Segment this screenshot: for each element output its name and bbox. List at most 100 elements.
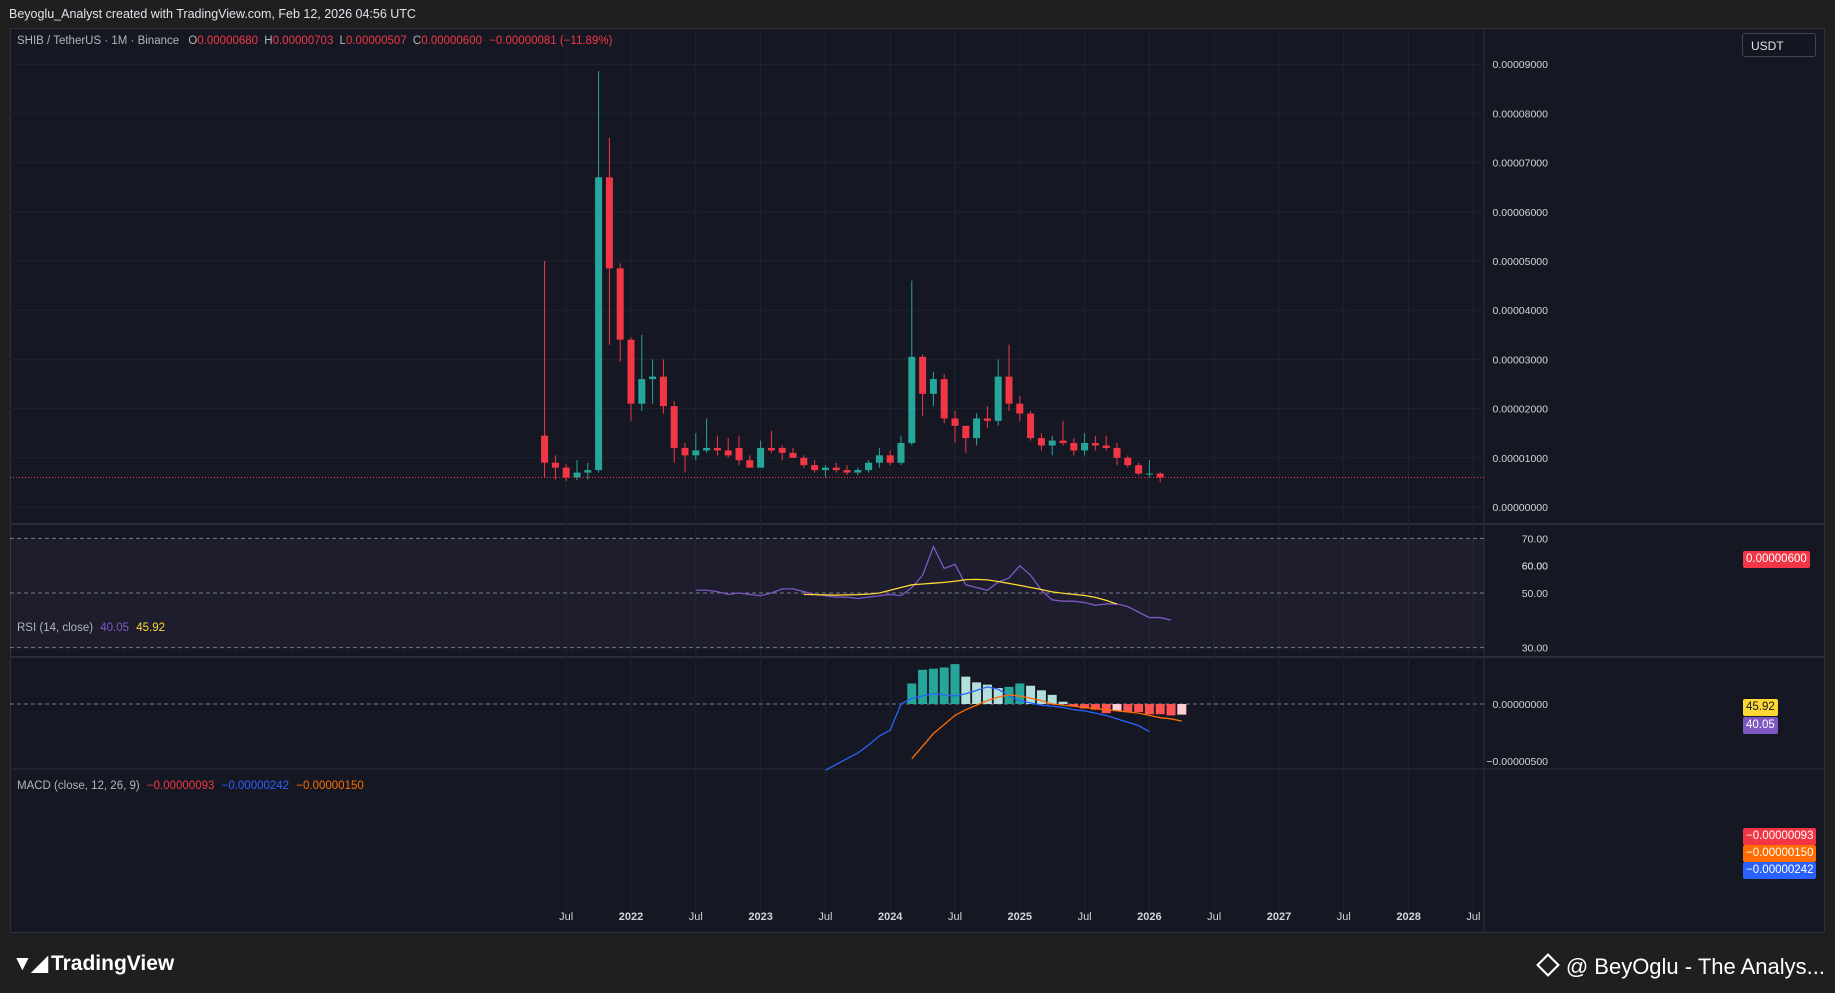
macd-histogram-bar — [1101, 704, 1111, 714]
candle-body — [724, 450, 732, 456]
price-tick-label: 0.00008000 — [1493, 108, 1549, 120]
macd-histogram-bar — [1047, 694, 1057, 704]
candle-body — [983, 418, 991, 421]
candle-body — [832, 467, 840, 471]
candle-body — [659, 376, 667, 407]
candle-body — [703, 447, 711, 451]
time-tick-label: 2027 — [1267, 911, 1291, 923]
close-label: C — [412, 35, 422, 47]
rsi-tick-label: 30.00 — [1522, 643, 1548, 655]
candle-body — [1070, 443, 1078, 451]
candle-body — [1048, 440, 1056, 446]
macd-histogram-bar — [972, 682, 982, 704]
candle-body — [757, 447, 765, 468]
low-label: L — [339, 35, 346, 47]
candle-body — [778, 447, 786, 453]
macd-histogram-bar — [918, 669, 928, 704]
time-tick-label: 2026 — [1137, 911, 1161, 923]
macd-histogram-bar — [1069, 704, 1079, 707]
macd-hist-value: −0.00000093 — [146, 780, 215, 792]
candle-body — [541, 435, 549, 463]
candle-body — [735, 447, 743, 461]
time-tick-label: 2028 — [1396, 911, 1420, 923]
time-tick-label: Jul — [559, 911, 573, 923]
candle-body — [962, 425, 970, 439]
macd-histogram-bar — [1026, 685, 1036, 704]
close-value: 0.00000600 — [421, 35, 482, 47]
candle-body — [1081, 443, 1089, 451]
rsi-line — [695, 544, 1172, 621]
candle-body — [1005, 376, 1013, 404]
candle-body — [919, 356, 927, 394]
attribution-bar: Beyoglu_Analyst created with TradingView… — [0, 0, 1835, 28]
price-tick-label: 0.00004000 — [1493, 305, 1549, 317]
rsi-tick-label: 60.00 — [1522, 561, 1548, 573]
candle-body — [638, 379, 646, 404]
high-label: H — [264, 35, 273, 47]
candle-body — [908, 356, 916, 444]
tradingview-logo[interactable]: ▼◢ TradingView — [12, 951, 174, 976]
candle-body — [746, 460, 754, 468]
candle-body — [649, 376, 657, 380]
chart-canvas[interactable]: 0.00000000 0.00001000 0.00002000 0.00003000… — [0, 0, 1835, 933]
candle-body — [973, 418, 981, 439]
candle-body — [1016, 403, 1024, 414]
macd-histogram-bar — [928, 668, 938, 704]
macd-histogram-bar — [993, 688, 1003, 704]
open-value: 0.00000680 — [197, 35, 259, 47]
candle-body — [865, 462, 873, 471]
currency-button[interactable]: USDT — [1742, 33, 1816, 57]
time-tick-label: 2024 — [878, 911, 903, 923]
candle-body — [573, 472, 581, 478]
macd-histogram-bar — [1036, 690, 1046, 704]
rsi-ma-tag: 45.92 — [1743, 699, 1778, 716]
candle-body — [1037, 438, 1045, 446]
candle-body — [562, 467, 570, 478]
candle-body — [767, 447, 775, 451]
rsi-value: 40.05 — [100, 622, 130, 634]
candle-body — [1113, 447, 1121, 458]
rsi-ma-value: 45.92 — [136, 622, 166, 634]
candle-body — [1156, 473, 1164, 478]
time-tick-label: Jul — [1337, 911, 1351, 923]
candle-body — [551, 462, 559, 468]
candle-body — [713, 447, 721, 451]
candle-body — [789, 452, 797, 458]
brand-name: TradingView — [50, 952, 175, 975]
low-value: 0.00000507 — [345, 35, 407, 47]
last-price-tag: 0.00000600 — [1743, 551, 1810, 568]
candle-body — [940, 379, 948, 419]
macd-histogram-bar — [907, 683, 917, 704]
candle-body — [929, 379, 937, 394]
candle-body — [1135, 465, 1143, 474]
macd-histogram-bar — [961, 676, 971, 704]
candle-body — [1027, 413, 1035, 439]
macd-signal-value: −0.00000150 — [296, 780, 364, 792]
macd-histogram-bar — [1080, 704, 1090, 709]
macd-tick-label: 0.00000000 — [1493, 699, 1549, 711]
macd-histogram-bar — [1015, 683, 1025, 704]
candle-body — [681, 447, 689, 456]
candle-body — [843, 470, 851, 473]
time-tick-label: Jul — [1207, 911, 1221, 923]
price-tick-label: 0.00006000 — [1493, 207, 1549, 219]
candle-body — [1145, 473, 1153, 475]
candle-body — [1091, 443, 1099, 446]
symbol-title: SHIB / TetherUS · 1M · Binance — [17, 35, 180, 47]
time-tick-label: Jul — [948, 911, 962, 923]
price-tick-label: 0.00007000 — [1493, 158, 1549, 170]
time-tick-label: Jul — [1078, 911, 1092, 923]
symbol-legend: SHIB / TetherUS · 1M · Binance O0.000006… — [17, 35, 612, 47]
macd-histogram-bar — [982, 684, 992, 704]
chart-frame[interactable] — [10, 28, 1825, 933]
candle-body — [994, 376, 1002, 421]
macd-hist-tag: −0.00000093 — [1743, 828, 1817, 845]
candle-body — [800, 457, 808, 466]
macd-histogram-bar — [1112, 704, 1122, 711]
open-label: O — [188, 35, 198, 47]
macd-histogram-bar — [1090, 704, 1100, 710]
macd-line-tag: −0.00000242 — [1743, 862, 1817, 879]
macd-histogram-bar — [950, 664, 960, 704]
candle-body — [821, 467, 829, 471]
macd-histogram-bar — [1166, 704, 1176, 716]
